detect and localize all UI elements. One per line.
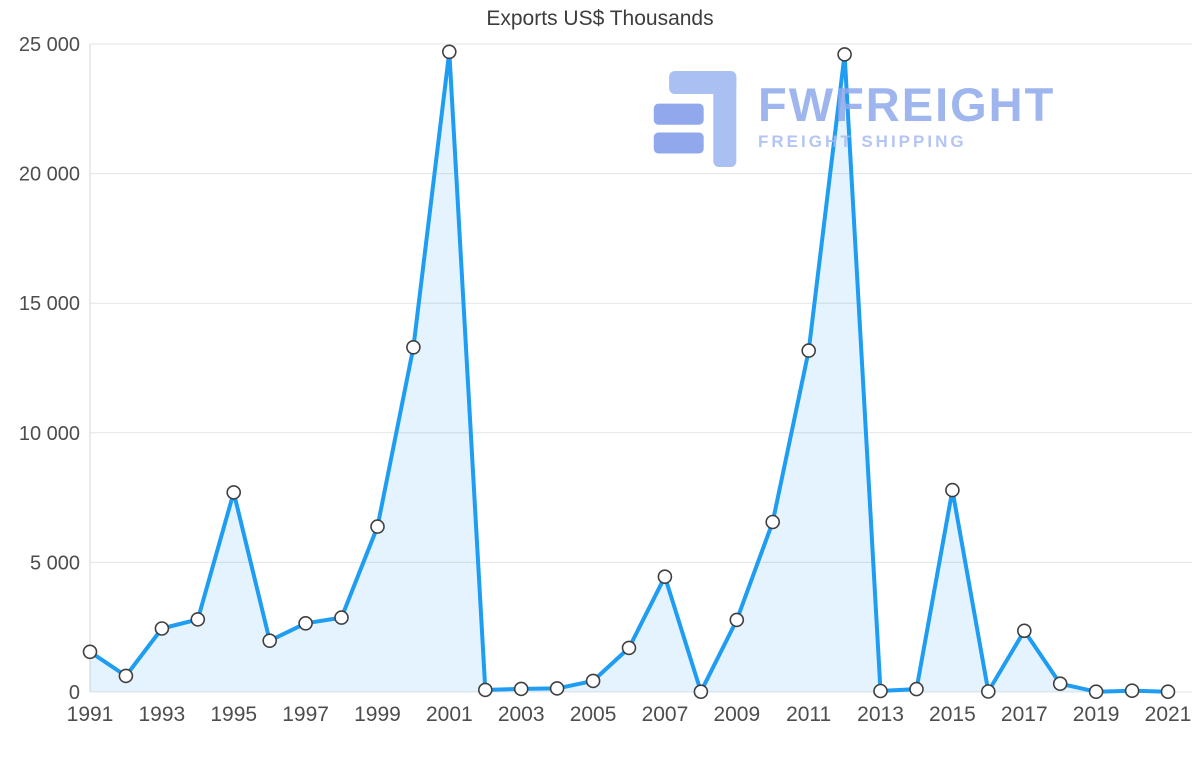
data-point-marker[interactable]: [1160, 684, 1176, 700]
data-point-marker[interactable]: [441, 44, 457, 60]
x-axis-tick-label: 1991: [67, 703, 114, 726]
data-point-marker[interactable]: [154, 621, 170, 636]
series-area: [90, 51, 1168, 693]
data-point-marker[interactable]: [334, 610, 349, 625]
x-axis-tick-label: 1995: [210, 703, 257, 726]
data-point-marker[interactable]: [837, 47, 852, 62]
data-point-marker[interactable]: [1124, 683, 1140, 699]
x-axis-tick-label: 2017: [1001, 703, 1048, 726]
data-point-marker[interactable]: [657, 569, 673, 585]
y-axis-tick-label: 15 000: [19, 293, 80, 315]
x-axis-tick-label: 1999: [354, 703, 401, 726]
data-point-marker[interactable]: [82, 644, 98, 660]
x-axis-tick-label: 2001: [426, 703, 473, 726]
x-axis-tick-label: 2013: [857, 703, 904, 726]
x-axis-tick-label: 2021: [1145, 703, 1192, 726]
x-axis-tick-label: 2007: [642, 703, 689, 726]
data-point-marker[interactable]: [1088, 684, 1104, 700]
x-axis-tick-label: 2009: [713, 703, 760, 726]
data-point-marker[interactable]: [1052, 676, 1068, 692]
x-axis-tick-label: 2019: [1073, 703, 1120, 726]
data-point-marker[interactable]: [909, 681, 924, 697]
chart-title: Exports US$ Thousands: [486, 7, 714, 30]
data-point-marker[interactable]: [549, 681, 565, 696]
data-point-marker[interactable]: [765, 514, 781, 530]
data-point-marker[interactable]: [190, 612, 206, 627]
data-point-marker[interactable]: [226, 485, 241, 500]
x-axis-tick-label: 2015: [929, 703, 976, 726]
x-axis-tick-label: 1993: [139, 703, 186, 726]
data-point-marker[interactable]: [1017, 623, 1032, 639]
data-point-marker[interactable]: [945, 482, 960, 498]
data-point-marker[interactable]: [873, 683, 888, 699]
data-point-marker[interactable]: [118, 668, 134, 684]
y-axis-tick-label: 0: [69, 682, 80, 704]
data-point-marker[interactable]: [801, 343, 817, 358]
data-point-marker[interactable]: [262, 633, 278, 649]
x-axis-tick-label: 1997: [282, 703, 329, 726]
data-point-marker[interactable]: [585, 673, 601, 689]
data-point-marker[interactable]: [298, 615, 313, 631]
data-point-marker[interactable]: [406, 339, 421, 355]
y-axis-tick-label: 10 000: [19, 423, 80, 445]
data-point-marker[interactable]: [980, 684, 996, 699]
data-point-marker[interactable]: [621, 640, 637, 656]
data-point-marker[interactable]: [477, 682, 493, 698]
x-axis-tick-label: 2003: [498, 703, 545, 726]
x-axis-tick-label: 2011: [786, 703, 831, 726]
data-point-marker[interactable]: [370, 519, 385, 534]
data-point-marker[interactable]: [693, 684, 709, 700]
y-axis-tick-label: 20 000: [19, 164, 80, 186]
y-axis-tick-label: 25 000: [19, 34, 80, 56]
data-point-marker[interactable]: [513, 681, 529, 697]
y-axis-tick-label: 5 000: [30, 552, 80, 574]
data-point-marker[interactable]: [729, 612, 745, 628]
x-axis-tick-label: 2005: [570, 703, 617, 726]
